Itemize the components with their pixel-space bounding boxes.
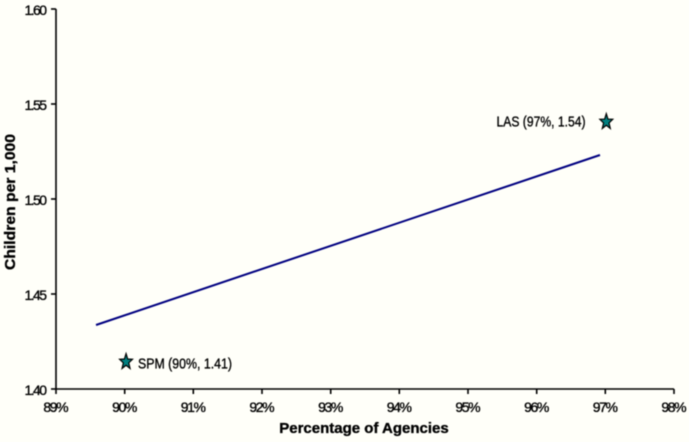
svg-text:LAS (97%, 1.54): LAS (97%, 1.54) [497,113,586,130]
svg-text:1.40: 1.40 [25,382,48,398]
svg-text:98%: 98% [661,399,686,415]
svg-text:94%: 94% [387,399,412,415]
svg-text:91%: 91% [181,399,206,415]
svg-text:Percentage of Agencies: Percentage of Agencies [279,420,449,437]
svg-text:Children per 1,000: Children per 1,000 [2,134,19,270]
svg-text:93%: 93% [318,399,343,415]
svg-text:1.55: 1.55 [25,97,48,113]
svg-text:SPM (90%, 1.41): SPM (90%, 1.41) [138,356,232,373]
svg-text:97%: 97% [593,399,618,415]
svg-text:1.50: 1.50 [25,192,48,208]
svg-text:89%: 89% [43,399,68,415]
svg-text:1.45: 1.45 [25,287,48,303]
svg-text:95%: 95% [455,399,480,415]
svg-text:90%: 90% [112,399,137,415]
svg-text:92%: 92% [249,399,274,415]
svg-text:96%: 96% [524,399,549,415]
svg-text:1.60: 1.60 [25,2,48,18]
